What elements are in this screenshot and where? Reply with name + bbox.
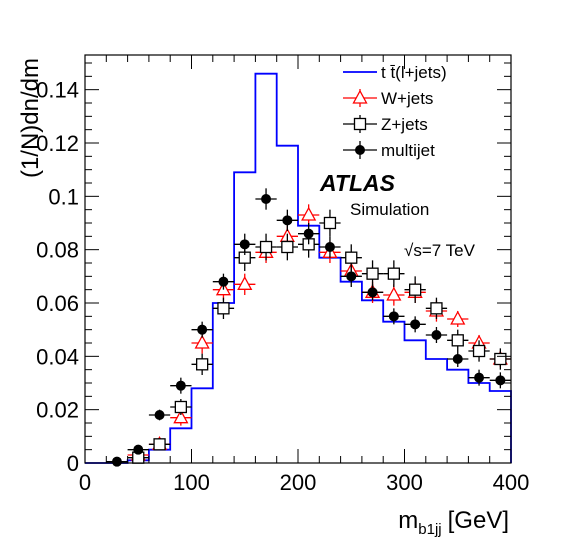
y-tick-label: 0.02 <box>36 398 79 423</box>
data-point <box>197 324 208 335</box>
y-tick-label: 0.04 <box>36 344 79 369</box>
legend-marker <box>352 89 368 104</box>
y-tick-label: 0 <box>67 451 79 476</box>
simulation-label: Simulation <box>350 200 429 219</box>
atlas-label: ATLAS <box>319 170 396 196</box>
data-point <box>345 251 358 264</box>
legend-label: t t̄(l+jets) <box>381 63 447 82</box>
data-point <box>451 334 464 347</box>
data-point <box>410 319 421 330</box>
data-point <box>281 240 294 254</box>
series-open-square <box>127 209 511 464</box>
data-point <box>301 206 317 221</box>
data-point <box>367 287 378 298</box>
data-point <box>387 267 401 280</box>
data-point <box>175 380 186 391</box>
data-point <box>237 275 253 290</box>
series-layer <box>85 72 512 467</box>
x-tick-label: 300 <box>386 470 423 495</box>
legend-label: W+jets <box>381 89 433 108</box>
data-point <box>303 228 314 239</box>
y-tick-label: 0.12 <box>36 131 79 156</box>
data-point <box>450 310 466 325</box>
data-point <box>495 375 506 386</box>
data-point <box>261 194 272 204</box>
data-point <box>173 409 189 424</box>
legend-item: Z+jets <box>343 115 428 134</box>
legend-marker <box>355 145 365 155</box>
data-point <box>259 240 273 254</box>
y-tick-label: 0.14 <box>36 78 79 103</box>
data-point <box>366 267 379 280</box>
data-point <box>111 456 122 467</box>
data-point <box>472 344 486 358</box>
x-axis-label-main: m <box>398 507 418 534</box>
data-point <box>323 216 337 230</box>
x-tick-label: 100 <box>173 470 210 495</box>
data-point <box>195 358 209 371</box>
data-point <box>154 410 165 420</box>
legend-item: t t̄(l+jets) <box>343 63 447 82</box>
y-tick-labels: 0 0.02 0.04 0.06 0.08 0.1 0.12 0.14 <box>36 78 79 476</box>
legend-item: multijet <box>343 141 435 160</box>
series-filled-circle <box>106 188 511 467</box>
data-point <box>408 283 422 296</box>
data-point <box>218 276 229 287</box>
data-point <box>494 352 507 366</box>
x-axis-label-subscript: b1jj <box>418 521 441 538</box>
y-tick-label: 0.1 <box>48 184 79 209</box>
legend-label: Z+jets <box>381 115 428 134</box>
y-axis-label: (1/N)dn/dm <box>17 58 44 178</box>
x-tick-label: 400 <box>493 470 530 495</box>
y-tick-label: 0.06 <box>36 291 79 316</box>
data-point <box>324 242 335 252</box>
data-point <box>217 302 230 315</box>
data-point <box>474 372 485 383</box>
x-axis-label: mb1jj [GeV] <box>398 507 509 538</box>
y-tick-label: 0.08 <box>36 238 79 263</box>
x-axis-label-unit: [GeV] <box>448 507 509 534</box>
legend-marker <box>353 117 367 131</box>
data-point <box>346 271 357 282</box>
data-point <box>174 400 188 414</box>
energy-label: √s=7 TeV <box>404 241 476 260</box>
data-point <box>431 330 442 340</box>
data-point <box>388 311 399 322</box>
x-tick-label: 0 <box>79 470 91 495</box>
data-point <box>386 286 402 301</box>
legend-label: multijet <box>381 141 435 160</box>
data-point <box>133 444 144 455</box>
data-point <box>282 215 293 226</box>
x-tick-label: 200 <box>280 470 317 495</box>
data-point <box>452 354 463 364</box>
axis-ticks <box>84 55 512 464</box>
data-point <box>430 302 443 315</box>
legend-item: W+jets <box>343 89 433 108</box>
data-point <box>194 334 210 349</box>
data-point <box>153 438 166 451</box>
x-tick-labels: 0 100 200 300 400 <box>79 470 529 495</box>
legend: t t̄(l+jets) W+jets Z+jets multijet <box>343 63 447 160</box>
data-point <box>239 239 250 250</box>
